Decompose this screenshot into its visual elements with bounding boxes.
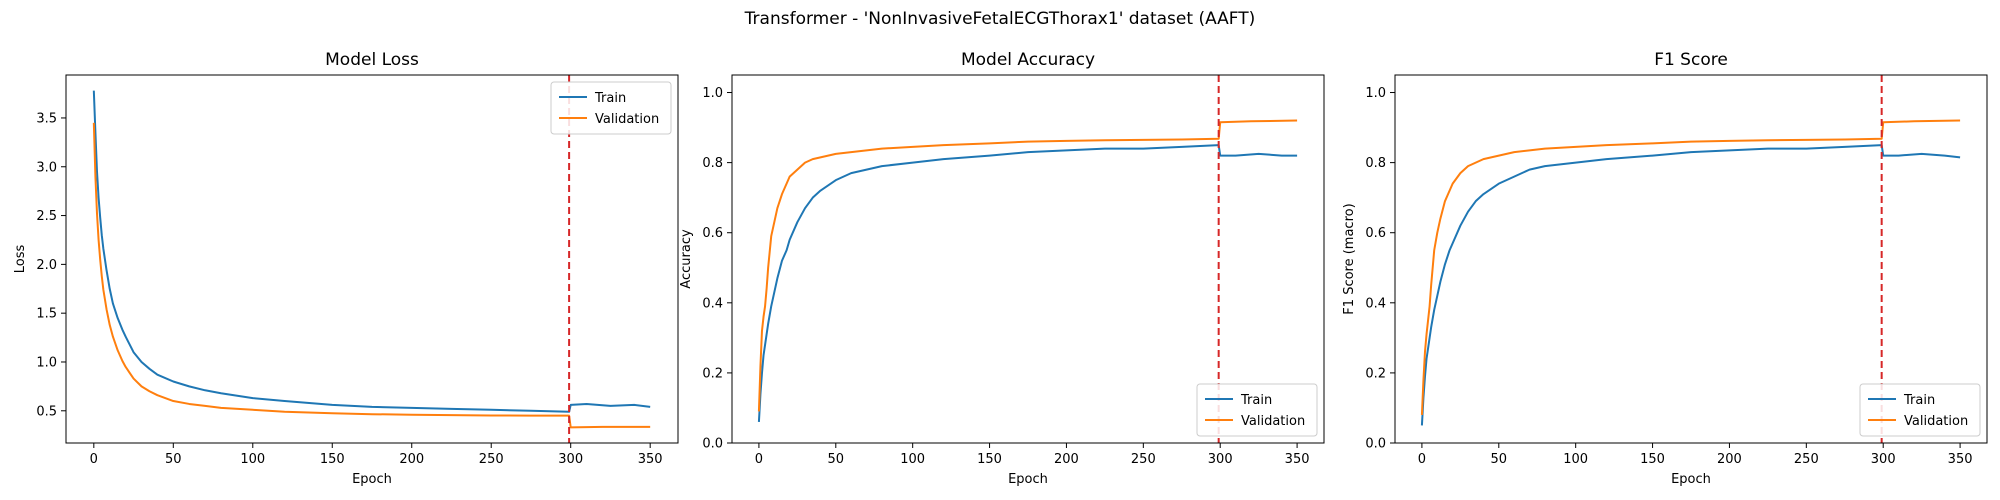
accuracy-legend-train-label: Train <box>1240 393 1272 408</box>
loss-x-tick-label: 150 <box>320 452 345 467</box>
figure-suptitle: Transformer - 'NonInvasiveFetalECGThorax… <box>744 9 1256 29</box>
f1-score-legend-train-label: Train <box>1903 393 1935 408</box>
accuracy-legend-box <box>1196 383 1318 437</box>
f1-score-y-tick-label: 0.0 <box>1365 437 1386 452</box>
accuracy-x-tick-label: 100 <box>900 452 925 467</box>
loss-x-axis-label: Epoch <box>352 472 392 487</box>
loss-train-line <box>92 90 651 413</box>
accuracy-y-tick-label: 0.8 <box>702 156 723 171</box>
f1-score-x-tick-label: 100 <box>1563 452 1588 467</box>
accuracy-y-tick-label: 0.2 <box>702 366 723 381</box>
accuracy-panel: Model Accuracy 0 50 100 150 200 250 300 350 0.0 0.… <box>679 50 1325 487</box>
f1-score-x-tick-label: 350 <box>1948 452 1973 467</box>
f1-score-legend-validation-label: Validation <box>1904 414 1968 429</box>
loss-x-tick-label: 0 <box>90 452 98 467</box>
accuracy-chart-title: Model Accuracy <box>961 50 1095 70</box>
f1-score-x-tick-label: 250 <box>1794 452 1819 467</box>
accuracy-x-tick-label: 50 <box>828 452 845 467</box>
accuracy-y-tick-label: 0.4 <box>702 296 723 311</box>
loss-y-tick-label: 2.5 <box>36 209 57 224</box>
accuracy-y-tick-label: 0.6 <box>702 226 723 241</box>
f1-score-x-tick-label: 0 <box>1418 452 1426 467</box>
loss-legend-validation-label: Validation <box>595 112 659 127</box>
accuracy-train-line <box>757 144 1298 423</box>
accuracy-x-tick-label: 300 <box>1208 452 1233 467</box>
f1-score-y-tick-label: 0.4 <box>1365 296 1386 311</box>
accuracy-legend: Train Validation <box>1196 383 1318 437</box>
loss-y-tick-label: 0.5 <box>36 404 57 419</box>
loss-validation-line <box>92 122 651 429</box>
accuracy-y-axis-label: Accuracy <box>679 229 694 289</box>
f1-score-legend-box <box>1859 383 1981 437</box>
loss-y-tick-label: 2.0 <box>36 258 57 273</box>
accuracy-x-tick-label: 150 <box>977 452 1002 467</box>
f1-score-y-tick-label: 0.2 <box>1365 366 1386 381</box>
accuracy-x-axis-label: Epoch <box>1008 472 1048 487</box>
loss-plot-frame <box>65 74 679 444</box>
f1-score-chart-title: F1 Score <box>1654 50 1728 70</box>
accuracy-x-tick-label: 250 <box>1131 452 1156 467</box>
loss-chart-title: Model Loss <box>325 50 419 70</box>
loss-legend: Train Validation <box>550 81 672 135</box>
loss-y-tick-label: 3.0 <box>36 160 57 175</box>
loss-x-tick-label: 350 <box>638 452 663 467</box>
f1-score-x-axis-label: Epoch <box>1671 472 1711 487</box>
f1-score-plot-frame <box>1394 74 1988 444</box>
f1-score-panel: F1 Score 0 50 100 150 200 250 300 350 0.0 0.2 0.4 0.… <box>1342 50 1988 487</box>
loss-x-tick-label: 100 <box>240 452 265 467</box>
loss-y-tick-label: 3.5 <box>36 111 57 126</box>
loss-x-tick-label: 200 <box>399 452 424 467</box>
f1-score-x-tick-label: 300 <box>1871 452 1896 467</box>
loss-y-axis-label: Loss <box>13 245 28 274</box>
loss-x-tick-label: 250 <box>479 452 504 467</box>
accuracy-y-tick-label: 0.0 <box>702 437 723 452</box>
f1-score-y-tick-label: 0.6 <box>1365 226 1386 241</box>
accuracy-x-tick-label: 0 <box>755 452 763 467</box>
loss-legend-box <box>550 81 672 135</box>
accuracy-validation-line <box>757 119 1298 412</box>
f1-score-x-tick-label: 150 <box>1640 452 1665 467</box>
f1-score-x-tick-label: 50 <box>1491 452 1508 467</box>
f1-score-x-tick-label: 200 <box>1717 452 1742 467</box>
loss-x-tick-label: 50 <box>165 452 182 467</box>
f1-score-validation-line <box>1420 119 1961 416</box>
loss-x-tick-label: 300 <box>558 452 583 467</box>
accuracy-plot-frame <box>731 74 1325 444</box>
loss-y-tick-label: 1.0 <box>36 355 57 370</box>
accuracy-x-tick-label: 200 <box>1054 452 1079 467</box>
f1-score-train-line <box>1420 144 1961 426</box>
accuracy-legend-validation-label: Validation <box>1241 414 1305 429</box>
f1-score-legend: Train Validation <box>1859 383 1981 437</box>
f1-score-y-axis-label: F1 Score (macro) <box>1342 203 1357 314</box>
f1-score-y-tick-label: 0.8 <box>1365 156 1386 171</box>
f1-score-y-tick-label: 1.0 <box>1365 86 1386 101</box>
loss-panel: Model Loss 0 50 100 150 200 250 300 350 0.5 1.0 1.5… <box>13 50 679 487</box>
loss-legend-train-label: Train <box>594 91 626 106</box>
loss-y-tick-label: 1.5 <box>36 307 57 322</box>
accuracy-y-tick-label: 1.0 <box>702 86 723 101</box>
accuracy-x-tick-label: 350 <box>1285 452 1310 467</box>
